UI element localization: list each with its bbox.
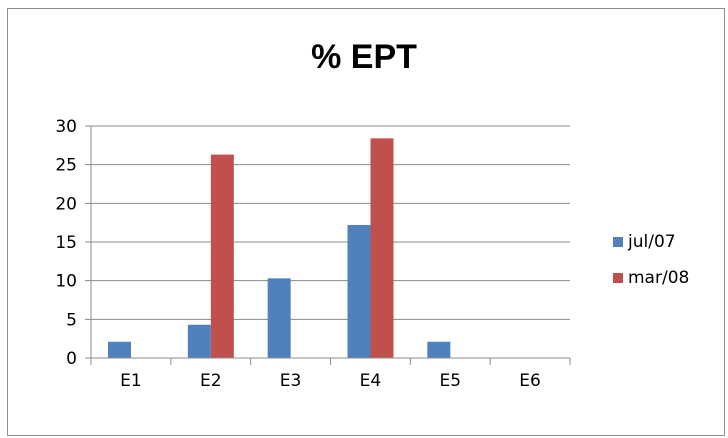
bar-jul07-E2 bbox=[187, 324, 211, 358]
legend: jul/07 mar/08 bbox=[613, 232, 689, 304]
legend-swatch-jul07 bbox=[613, 237, 623, 247]
bar-jul07-E5 bbox=[427, 341, 451, 358]
legend-swatch-mar08 bbox=[613, 273, 623, 283]
x-tick-label-E5: E5 bbox=[439, 371, 461, 391]
y-tick-label-30: 30 bbox=[55, 117, 77, 137]
y-tick-label-10: 10 bbox=[55, 272, 77, 292]
chart-title: % EPT bbox=[311, 38, 417, 76]
legend-label-mar08: mar/08 bbox=[628, 268, 690, 288]
chart-frame bbox=[7, 8, 725, 436]
y-tick-label-25: 25 bbox=[55, 156, 77, 176]
x-tick-label-E2: E2 bbox=[200, 371, 222, 391]
bar-mar08-E4 bbox=[370, 138, 394, 358]
bar-jul07-E3 bbox=[267, 278, 291, 358]
x-tick-label-E6: E6 bbox=[519, 371, 541, 391]
legend-item-jul07: jul/07 bbox=[613, 232, 689, 252]
bar-mar08-E2 bbox=[210, 154, 234, 358]
y-tick-label-20: 20 bbox=[55, 194, 77, 214]
bar-jul07-E4 bbox=[347, 224, 371, 358]
legend-label-jul07: jul/07 bbox=[628, 232, 676, 252]
y-tick-label-15: 15 bbox=[55, 233, 77, 253]
legend-item-mar08: mar/08 bbox=[613, 268, 689, 288]
bar-jul07-E1 bbox=[108, 341, 131, 358]
x-tick-label-E4: E4 bbox=[360, 371, 382, 391]
x-tick-label-E3: E3 bbox=[280, 371, 302, 391]
y-tick-label-5: 5 bbox=[66, 310, 77, 330]
y-tick-label-0: 0 bbox=[66, 349, 77, 369]
x-tick-label-E1: E1 bbox=[120, 371, 142, 391]
